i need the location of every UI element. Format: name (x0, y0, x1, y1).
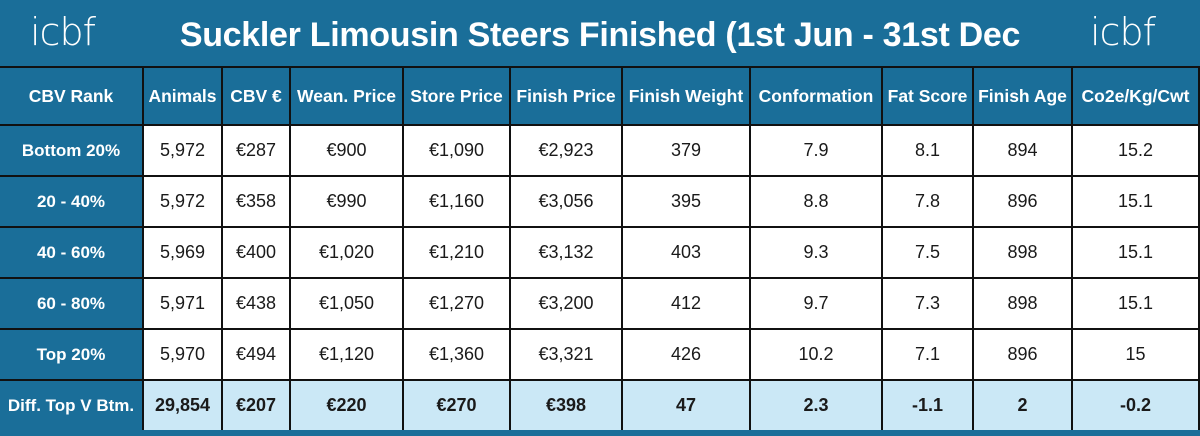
table-cell: €1,020 (289, 226, 404, 279)
diff-cell: -1.1 (881, 379, 974, 430)
table-cell: €1,090 (402, 124, 511, 177)
table-cell: 5,972 (142, 124, 223, 177)
table-cell: 379 (621, 124, 751, 177)
title-bar: icbf Suckler Limousin Steers Finished (1… (0, 0, 1200, 124)
table-row: 40 - 60% 5,969 €400 €1,020 €1,210 €3,132… (0, 226, 1200, 279)
page-title: Suckler Limousin Steers Finished (1st Ju… (179, 16, 1021, 124)
table-cell: 7.5 (881, 226, 974, 279)
table-cell: €3,056 (509, 175, 623, 228)
table-cell: 896 (972, 175, 1073, 228)
table-cell: 8.1 (881, 124, 974, 177)
table-cell: 412 (621, 277, 751, 330)
table-cell: €1,120 (289, 328, 404, 381)
table-cell: 9.3 (749, 226, 883, 279)
col-header-co2e: Co2e/Kg/Cwt (1071, 66, 1200, 126)
table-cell: €494 (221, 328, 291, 381)
col-header-animals: Animals (142, 66, 223, 126)
table-cell: 15.1 (1071, 175, 1200, 228)
table-cell: €3,321 (509, 328, 623, 381)
table-cell: €900 (289, 124, 404, 177)
table-cell: €400 (221, 226, 291, 279)
table-cell: 15 (1071, 328, 1200, 381)
col-header-conformation: Conformation (749, 66, 883, 126)
diff-cell: 2 (972, 379, 1073, 430)
table-row: Top 20% 5,970 €494 €1,120 €1,360 €3,321 … (0, 328, 1200, 381)
table-row: 20 - 40% 5,972 €358 €990 €1,160 €3,056 3… (0, 175, 1200, 228)
diff-cell: €207 (221, 379, 291, 430)
col-header-cbv-euro: CBV € (221, 66, 291, 126)
col-header-finish-age: Finish Age (972, 66, 1073, 126)
table-cell: €1,210 (402, 226, 511, 279)
table-cell: 7.3 (881, 277, 974, 330)
table-cell: €2,923 (509, 124, 623, 177)
difference-row: Diff. Top V Btm. 29,854 €207 €220 €270 €… (0, 379, 1200, 430)
diff-cell: -0.2 (1071, 379, 1200, 430)
table-cell: €1,270 (402, 277, 511, 330)
diff-cell: €398 (509, 379, 623, 430)
diff-cell: 2.3 (749, 379, 883, 430)
table-cell: 426 (621, 328, 751, 381)
table-cell: 5,972 (142, 175, 223, 228)
table-cell: 896 (972, 328, 1073, 381)
table-cell: 9.7 (749, 277, 883, 330)
table-cell: 395 (621, 175, 751, 228)
rank-cell: 60 - 80% (0, 277, 144, 330)
table-cell: 898 (972, 277, 1073, 330)
table-cell: 5,969 (142, 226, 223, 279)
rank-cell: Bottom 20% (0, 124, 144, 177)
table-cell: €990 (289, 175, 404, 228)
col-header-finish-weight: Finish Weight (621, 66, 751, 126)
rank-cell: 20 - 40% (0, 175, 144, 228)
rank-cell: 40 - 60% (0, 226, 144, 279)
table-cell: 894 (972, 124, 1073, 177)
table-header-row: CBV Rank Animals CBV € Wean. Price Store… (0, 66, 1200, 126)
table-cell: 7.9 (749, 124, 883, 177)
diff-cell: €220 (289, 379, 404, 430)
diff-cell: 29,854 (142, 379, 223, 430)
table-cell: 403 (621, 226, 751, 279)
table-cell: €358 (221, 175, 291, 228)
col-header-store-price: Store Price (402, 66, 511, 126)
table-cell: €1,050 (289, 277, 404, 330)
table-cell: €3,200 (509, 277, 623, 330)
table-cell: 5,970 (142, 328, 223, 381)
table-cell: €438 (221, 277, 291, 330)
table-cell: €1,160 (402, 175, 511, 228)
rank-cell: Top 20% (0, 328, 144, 381)
col-header-cbv-rank: CBV Rank (0, 66, 144, 126)
table-cell: €3,132 (509, 226, 623, 279)
table-cell: 7.1 (881, 328, 974, 381)
icbf-logo-right: icbf (1090, 10, 1156, 54)
table-cell: 8.8 (749, 175, 883, 228)
table-cell: 15.1 (1071, 277, 1200, 330)
col-header-finish-price: Finish Price (509, 66, 623, 126)
cbv-results-table: CBV Rank Animals CBV € Wean. Price Store… (0, 66, 1200, 430)
table-cell: 15.1 (1071, 226, 1200, 279)
diff-cell: €270 (402, 379, 511, 430)
table-cell: €287 (221, 124, 291, 177)
table-row: Bottom 20% 5,972 €287 €900 €1,090 €2,923… (0, 124, 1200, 177)
table-cell: 15.2 (1071, 124, 1200, 177)
table-cell: 7.8 (881, 175, 974, 228)
table-cell: €1,360 (402, 328, 511, 381)
col-header-fat-score: Fat Score (881, 66, 974, 126)
table-cell: 898 (972, 226, 1073, 279)
rank-cell: Diff. Top V Btm. (0, 379, 144, 430)
icbf-logo-left: icbf (30, 10, 96, 54)
table-cell: 5,971 (142, 277, 223, 330)
table-row: 60 - 80% 5,971 €438 €1,050 €1,270 €3,200… (0, 277, 1200, 330)
diff-cell: 47 (621, 379, 751, 430)
table-cell: 10.2 (749, 328, 883, 381)
col-header-wean-price: Wean. Price (289, 66, 404, 126)
